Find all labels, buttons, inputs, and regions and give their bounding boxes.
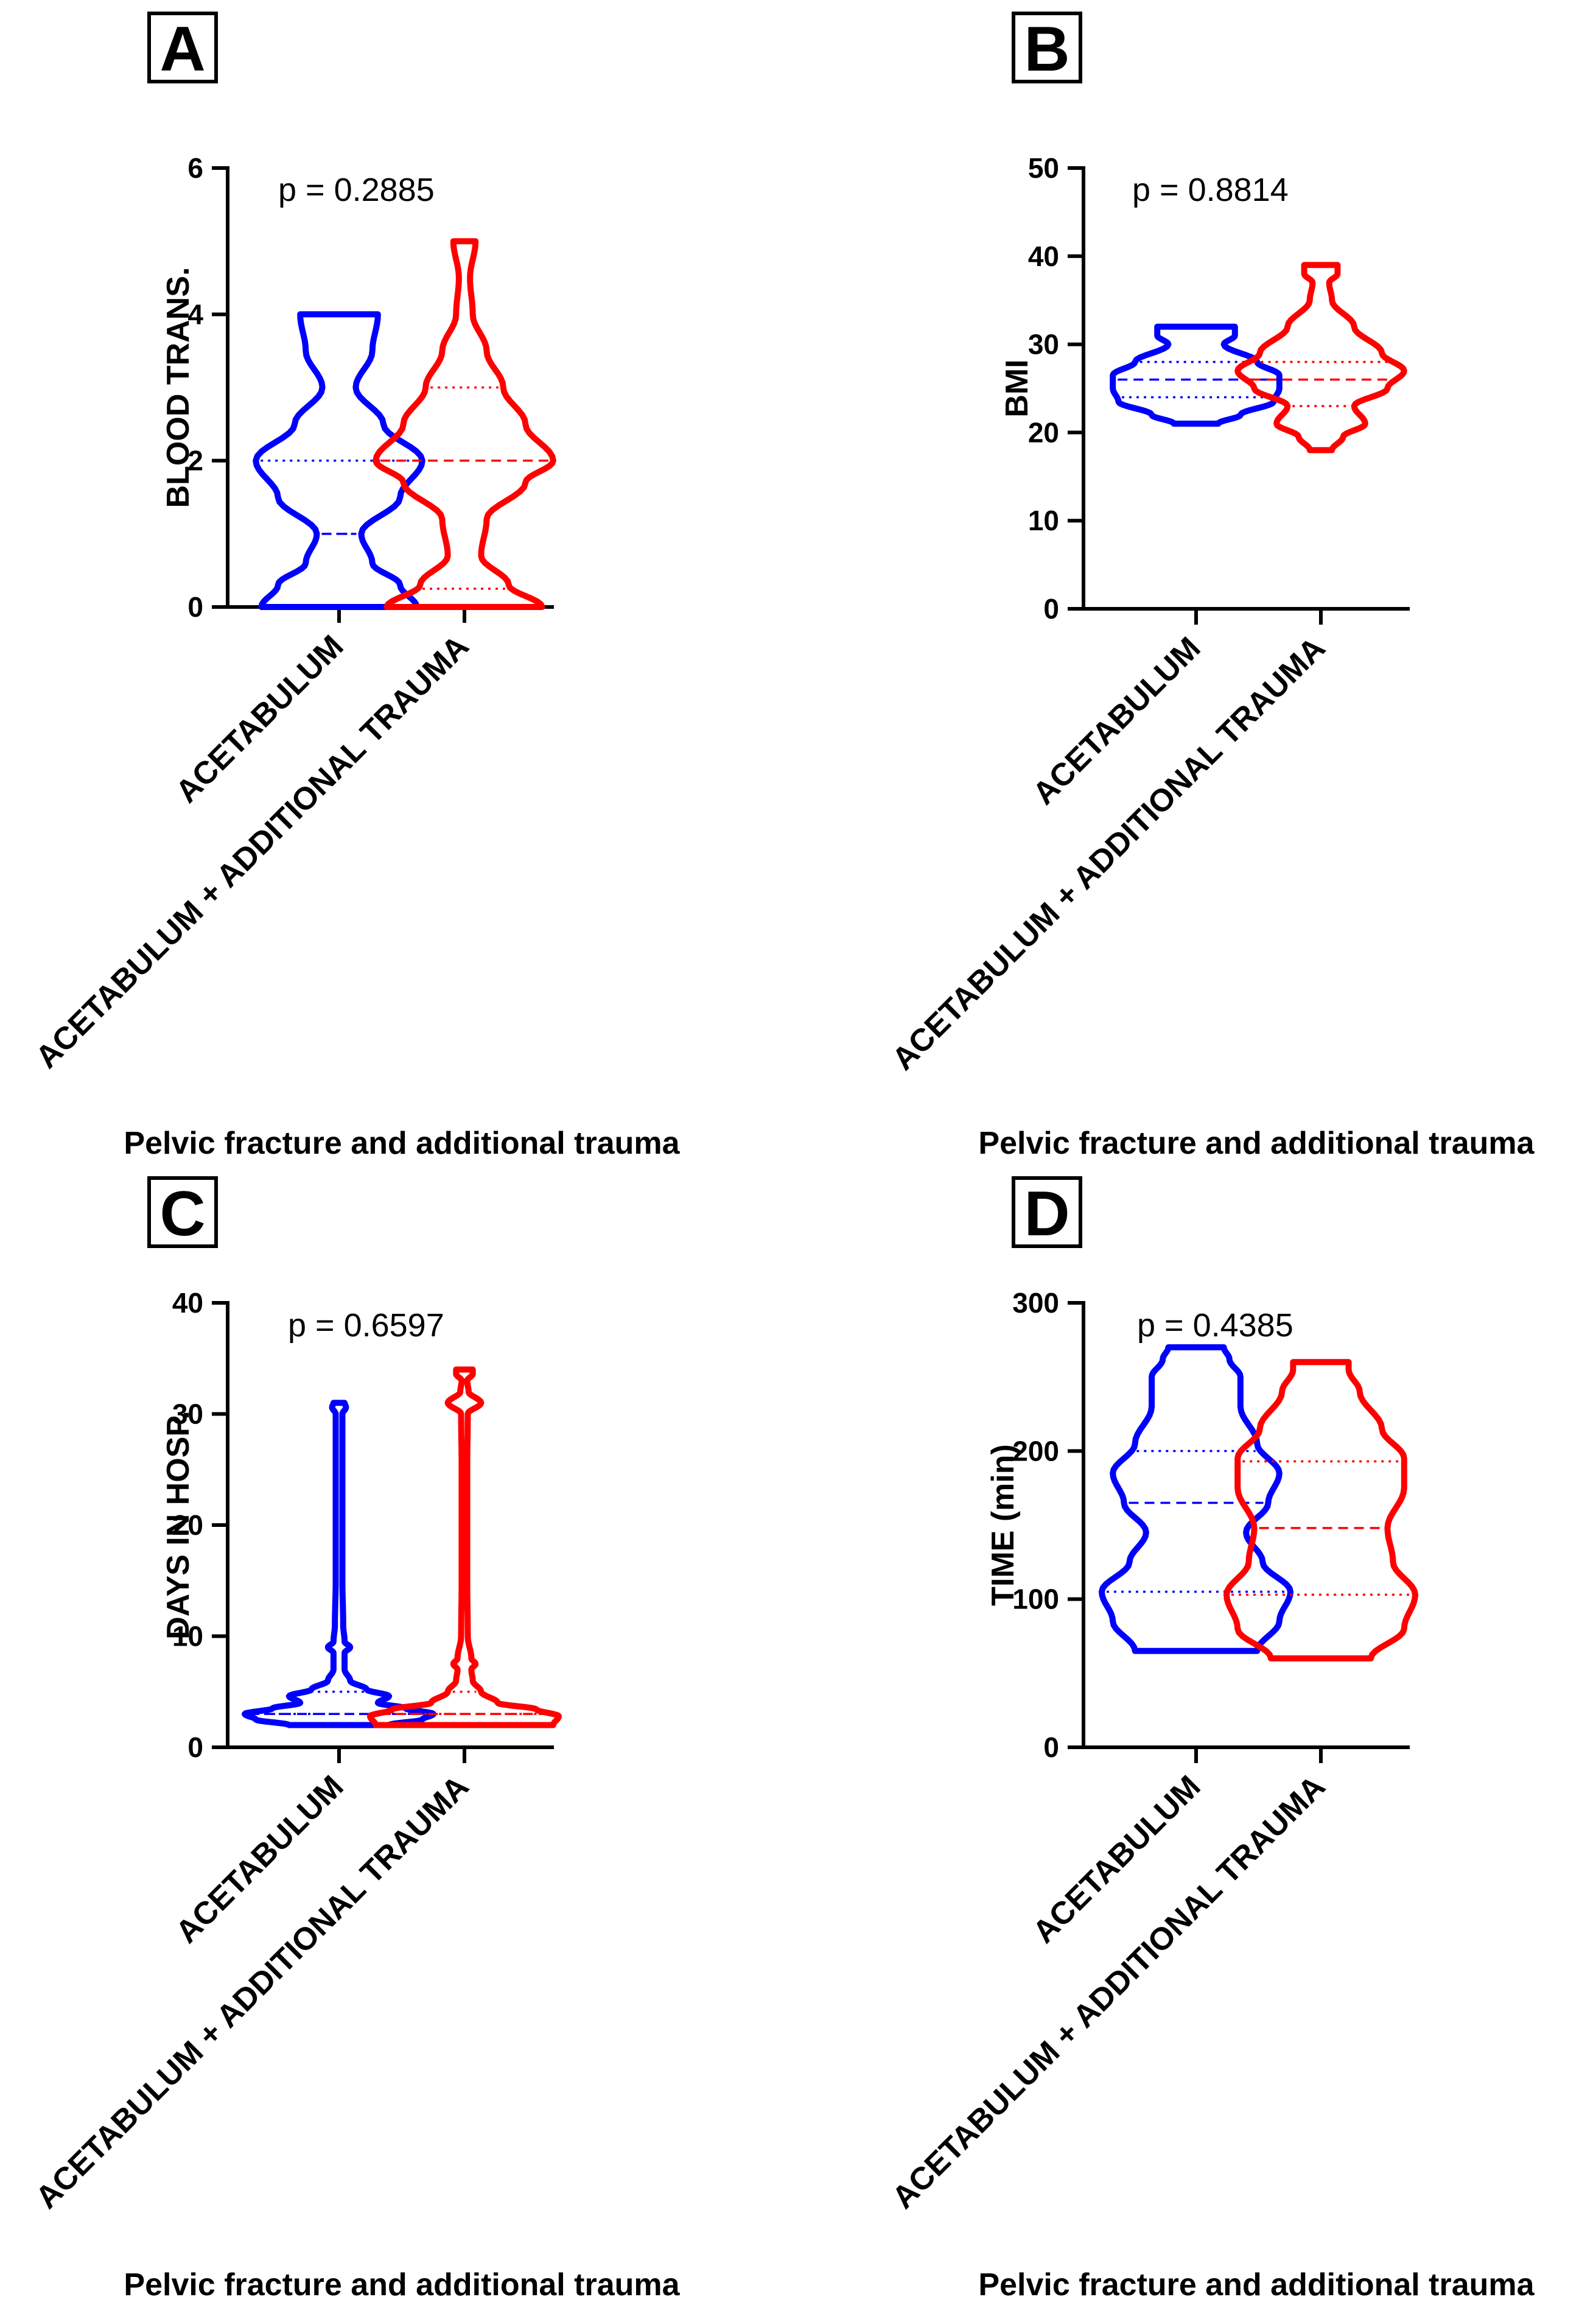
violin-outline (253, 311, 425, 610)
panel-c: C 0 10 20 30 40 DAYS IN HOSP. p = 0.6597 ACETABU… (29, 1176, 681, 2303)
y-tick-label: 0 (1043, 1731, 1059, 1763)
x-axis-title: Pelvic fracture and additional trauma (978, 1126, 1535, 1161)
p-value-annotation: p = 0.6597 (288, 1307, 444, 1344)
panel-letter: B (1024, 14, 1069, 85)
p-value-annotation: p = 0.2885 (278, 172, 435, 208)
y-tick-label: 10 (1028, 505, 1059, 536)
y-tick-label: 30 (172, 1398, 203, 1430)
panel-letter-box: D (1012, 1176, 1082, 1249)
panel-d: D 0 100 200 300 TIME (min) p = 0.4385 ACETABULU… (886, 1176, 1535, 2303)
y-axis-label: BMI (999, 359, 1035, 417)
y-tick-label: 40 (1028, 240, 1059, 272)
p-value-annotation: p = 0.4385 (1137, 1307, 1293, 1344)
violin-series (1110, 323, 1283, 427)
violin-outline (1223, 1359, 1418, 1661)
violin-series (373, 238, 556, 610)
panel-letter-frame (147, 12, 218, 83)
p-value-annotation: p = 0.8814 (1132, 172, 1289, 208)
violin-series (253, 311, 425, 610)
y-tick-label: 4 (187, 298, 203, 330)
violin-series (242, 1400, 436, 1728)
y-axis-label: DAYS IN HOSP. (161, 1411, 196, 1640)
panel-letter-frame (147, 1176, 218, 1248)
violin-outline (373, 238, 556, 610)
y-tick-label: 2 (187, 445, 203, 477)
y-tick-label: 30 (1028, 329, 1059, 360)
violin-series (367, 1366, 562, 1728)
violin-series (1099, 1344, 1293, 1654)
y-tick-label: 0 (1043, 593, 1059, 625)
y-tick-label: 0 (187, 591, 203, 623)
x-axis-title: Pelvic fracture and additional trauma (978, 2267, 1535, 2303)
violin-outline (1110, 323, 1283, 427)
y-tick-label: 200 (1012, 1435, 1059, 1467)
violin-outline (242, 1400, 436, 1728)
y-tick-label: 20 (172, 1509, 203, 1541)
violin-outline (367, 1366, 562, 1728)
violin-outline (1234, 262, 1407, 454)
panel-letter-box: A (147, 12, 218, 85)
y-tick-label: 10 (172, 1621, 203, 1652)
violin-series (1223, 1359, 1418, 1661)
x-category-label: ACETABULUM + ADDITIONAL TRAUMA (29, 628, 476, 1075)
panel-letter-frame (1012, 12, 1082, 83)
x-axis-title: Pelvic fracture and additional trauma (124, 1126, 680, 1161)
y-tick-label: 50 (1028, 152, 1059, 184)
panel-letter-box: B (1012, 12, 1082, 85)
x-category-label: ACETABULUM + ADDITIONAL TRAUMA (886, 630, 1332, 1077)
panel-letter-box: C (147, 1176, 218, 1249)
panel-letter-frame (1012, 1176, 1082, 1248)
x-axis-title: Pelvic fracture and additional trauma (124, 2267, 680, 2303)
panel-letter: C (159, 1179, 205, 1249)
y-tick-label: 20 (1028, 416, 1059, 448)
panel-letter: D (1024, 1179, 1069, 1249)
y-tick-label: 100 (1012, 1584, 1059, 1615)
violin-series (1234, 262, 1407, 454)
panel-letter: A (159, 14, 205, 85)
y-tick-label: 6 (187, 152, 203, 184)
x-category-label: ACETABULUM + ADDITIONAL TRAUMA (886, 1769, 1332, 2215)
y-axis-label: BLOOD TRANS. (161, 267, 196, 508)
violin-outline (1099, 1344, 1293, 1654)
y-tick-label: 300 (1012, 1287, 1059, 1319)
x-category-label: ACETABULUM + ADDITIONAL TRAUMA (29, 1769, 476, 2215)
y-axis-label: TIME (min) (985, 1444, 1021, 1606)
y-tick-label: 40 (172, 1287, 203, 1319)
y-tick-label: 0 (187, 1731, 203, 1763)
